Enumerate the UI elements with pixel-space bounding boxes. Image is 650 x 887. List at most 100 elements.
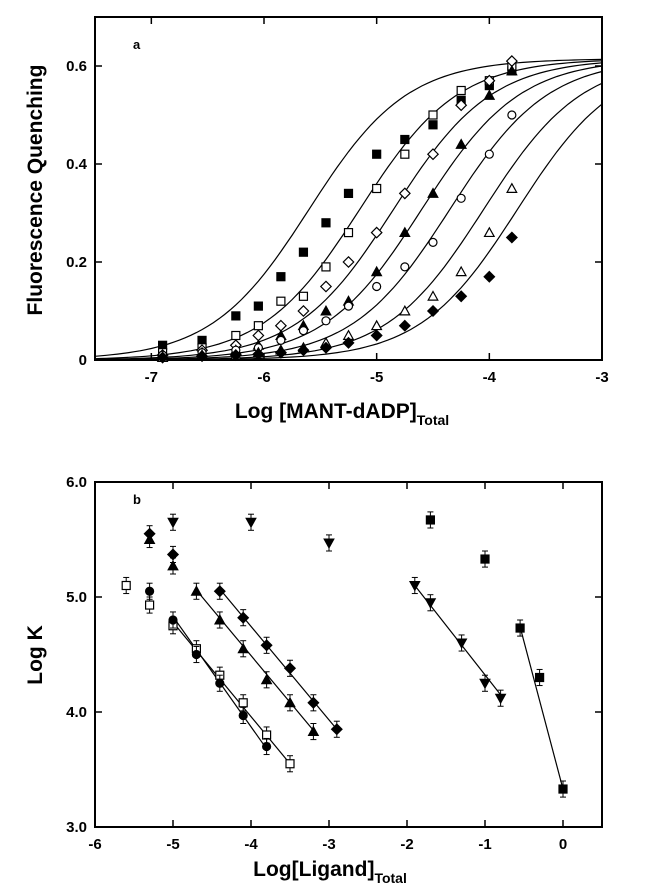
panel-b-x-ticks: -6 -5 -4 -3 -2 -1 0	[88, 482, 567, 853]
panel-b-series-5-point	[245, 517, 257, 529]
panel-a-series-3-point	[370, 226, 383, 239]
panel-a-fit-curve-7	[95, 103, 603, 361]
panel-b-y-tick-label: 3.0	[66, 819, 87, 836]
panel-b-x-axis-label: Log[Ligand]Total	[253, 858, 407, 886]
panel-a-fit-curve-1	[94, 58, 603, 357]
panel-b-x-tick-label: -2	[400, 836, 413, 853]
panel-b-series-4-point	[143, 527, 156, 540]
panel-a-y-tick-label: 0.6	[66, 58, 87, 75]
panel-b-label: b	[133, 492, 141, 507]
panel-b-x-tick-label: -1	[478, 836, 491, 853]
panel-a-series-6-point	[370, 319, 383, 331]
panel-a-x-axis-label: Log [MANT-dADP]Total	[235, 400, 449, 428]
panel-a-series-3-point	[319, 280, 333, 293]
panel-b-series-1-point	[262, 730, 272, 740]
panel-b-y-tick-label: 5.0	[66, 589, 87, 606]
panel-a-series-2-point	[298, 291, 309, 301]
panel-a-series-7-point	[505, 231, 518, 244]
panel-a-series-4-point	[506, 64, 518, 76]
panel-b-series-6-point	[425, 515, 435, 525]
panel-b-series-3-point	[213, 613, 226, 625]
panel-b-series-4-point	[307, 696, 320, 709]
panel-b-points	[121, 511, 568, 798]
panel-b-series-6-point	[480, 554, 490, 564]
panel-b-x-tick-label: -5	[166, 836, 179, 853]
panel-a-series-7-point	[426, 304, 440, 318]
panel-b-x-tick-label: -3	[322, 836, 335, 853]
panel-a-fit-curve-3	[94, 62, 603, 360]
panel-b-series-3-point	[307, 725, 320, 736]
panel-b-series-4-point	[237, 611, 250, 624]
panel-b-series-4-point	[283, 662, 297, 675]
panel-b-y-ticks: 3.0 4.0 5.0 6.0	[66, 474, 602, 836]
panel-b-series-2-point	[238, 710, 248, 721]
panel-a-series-7-point	[229, 349, 242, 362]
panel-a-y-tick-label: 0.4	[66, 156, 88, 173]
panel-a-series-4-point	[399, 226, 411, 238]
panel-a-series-7-point	[342, 336, 355, 349]
panel-a-series-4-point	[427, 187, 439, 198]
panel-b-series-6-point	[558, 784, 568, 794]
panel-a-series-3-point	[274, 319, 287, 332]
panel-a-series-5-point	[372, 281, 382, 292]
panel-a-x-tick-label: -7	[145, 369, 158, 386]
panel-a-x-tick-label: -6	[257, 369, 270, 386]
panel-a-x-axis-label-main: Log [MANT-dADP]	[235, 400, 417, 423]
panel-a-series-2-point	[253, 321, 263, 331]
panel-b-x-axis-label-sub: Total	[374, 870, 406, 886]
panel-a-series-1-point	[343, 188, 354, 198]
panel-a-series-5-point	[428, 237, 438, 247]
panel-a-series-1-point	[321, 218, 331, 228]
panel-a-series-3-point	[252, 329, 265, 342]
panel-b-series-3-point	[237, 642, 250, 654]
panel-b-series-3-point	[167, 559, 179, 571]
panel-a-series-6-point	[427, 290, 439, 301]
panel-a-series-5-point	[507, 110, 517, 120]
panel-a-fit-curve-6	[95, 82, 603, 361]
panel-b-y-axis-label: Log K	[24, 625, 47, 684]
panel-a-series-6-point	[399, 304, 411, 316]
panel-a-series-1-point	[231, 311, 241, 321]
panel-a-fit-curve-4	[95, 65, 603, 361]
panel-a-series-5-point	[400, 262, 410, 272]
panel-a-series-3-point	[483, 74, 496, 87]
panel-b-series-2-point	[145, 586, 155, 596]
panel-a-series-3-point	[297, 304, 310, 318]
panel-b-series-3-point	[260, 673, 273, 685]
panel-a-series-2-point	[343, 228, 354, 238]
panel-a-series-1-point	[253, 301, 263, 311]
panel-a-fit-curves	[94, 58, 603, 361]
panel-b-series-1-point	[121, 580, 131, 591]
panel-a-series-3-point	[455, 99, 468, 112]
panel-b-series-5-point	[323, 538, 335, 549]
panel-b-fit-line-6	[519, 626, 564, 790]
panel-b-frame	[94, 481, 603, 828]
panel-b-series-5-point	[479, 678, 491, 690]
panel-b-fit-line-1	[172, 621, 291, 765]
panel-a-series-5-point	[298, 326, 309, 336]
panel-b-series-2-point	[168, 615, 178, 625]
panel-b-series-1-point	[238, 698, 248, 708]
panel-a-fit-curve-2	[94, 60, 603, 360]
panel-a-series-2-point	[231, 330, 241, 341]
panel-a-series-4-point	[370, 265, 383, 277]
panel-b-series-4-point	[166, 548, 180, 561]
panel-b-series-1-point	[145, 600, 155, 610]
panel-b-series-4-point	[330, 723, 343, 736]
panel-a-series-4-point	[455, 138, 467, 149]
panel-b-series-5-point	[455, 638, 468, 650]
panel-a-y-ticks: 0 0.2 0.4 0.6	[66, 58, 602, 369]
panel-a-series-6-point	[506, 182, 518, 193]
panel-a-series-2-point	[428, 110, 438, 120]
panel-a-series-7-point	[252, 348, 265, 361]
panel-a-series-7-point	[156, 351, 169, 364]
panel-a-series-2-point	[400, 149, 410, 159]
panel-a-x-tick-label: -3	[595, 369, 608, 386]
panel-a-frame	[94, 16, 603, 361]
panel-a-series-7-point	[297, 344, 310, 357]
panel-a-series-1-point	[372, 149, 382, 159]
panel-b-series-3-point	[190, 585, 203, 596]
panel-b-x-tick-label: -6	[88, 836, 101, 853]
panel-a-series-4-point	[483, 89, 496, 100]
panel-a-series-2-point	[276, 296, 286, 306]
